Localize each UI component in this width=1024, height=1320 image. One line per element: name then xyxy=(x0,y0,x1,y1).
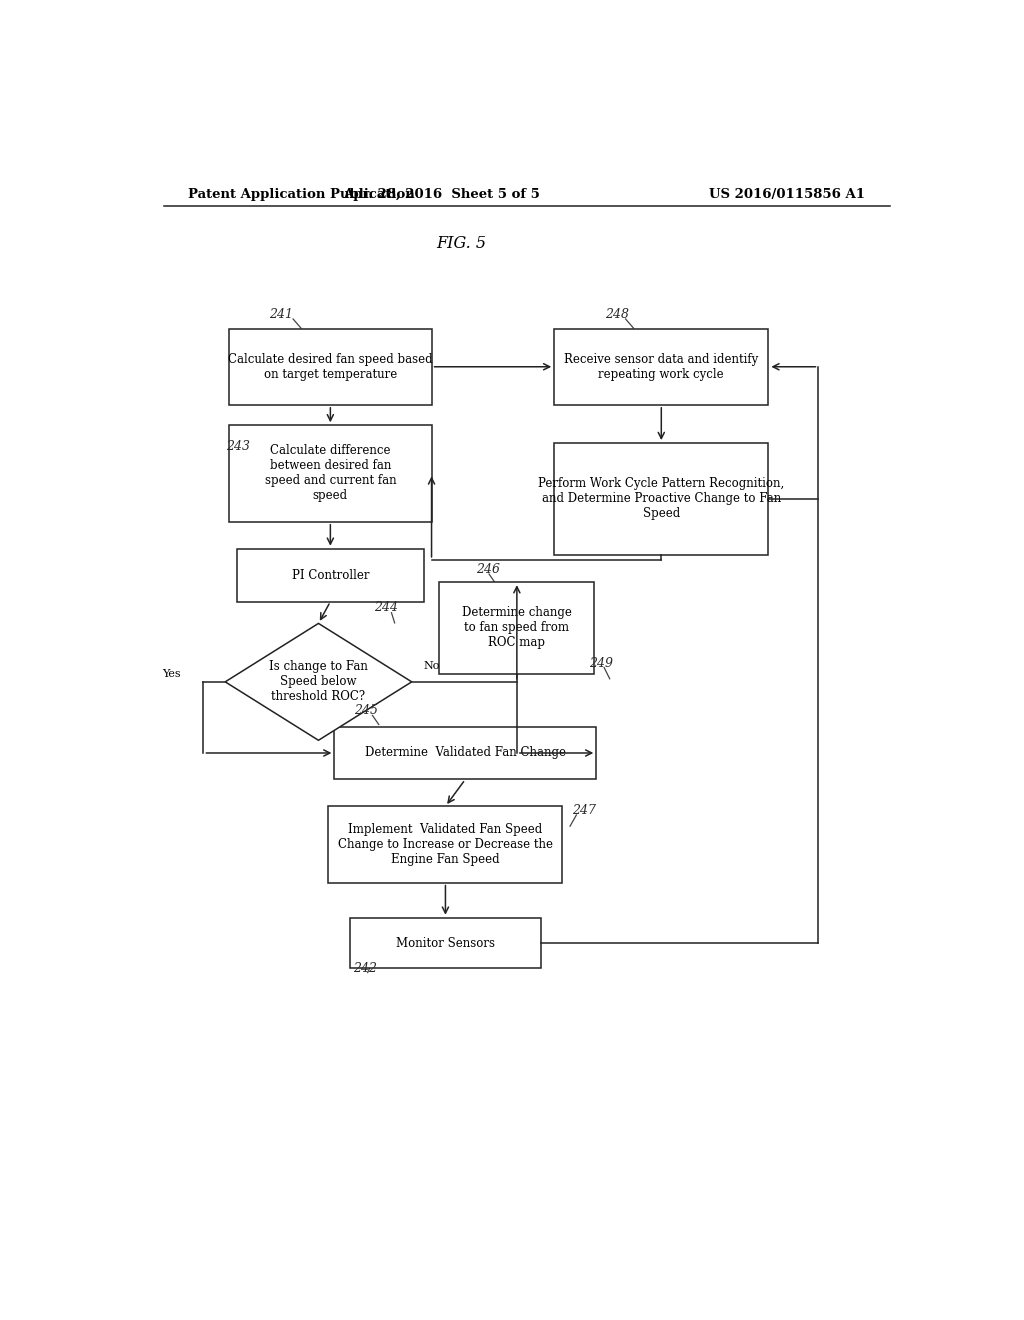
Text: 247: 247 xyxy=(571,804,596,817)
Text: Perform Work Cycle Pattern Recognition,
and Determine Proactive Change to Fan
Sp: Perform Work Cycle Pattern Recognition, … xyxy=(539,478,784,520)
Text: Patent Application Publication: Patent Application Publication xyxy=(187,189,415,202)
Text: Receive sensor data and identify
repeating work cycle: Receive sensor data and identify repeati… xyxy=(564,352,759,380)
Text: Is change to Fan
Speed below
threshold ROC?: Is change to Fan Speed below threshold R… xyxy=(269,660,368,704)
Text: 246: 246 xyxy=(475,564,500,576)
Bar xyxy=(238,549,424,602)
Text: Calculate difference
between desired fan
speed and current fan
speed: Calculate difference between desired fan… xyxy=(264,445,396,503)
Text: PI Controller: PI Controller xyxy=(292,569,369,582)
Text: No: No xyxy=(424,660,440,671)
Text: 249: 249 xyxy=(589,656,613,669)
Text: Apr. 28, 2016  Sheet 5 of 5: Apr. 28, 2016 Sheet 5 of 5 xyxy=(343,189,540,202)
Text: 241: 241 xyxy=(269,308,293,321)
Bar xyxy=(439,582,594,673)
Text: Yes: Yes xyxy=(162,669,181,678)
Bar xyxy=(554,329,768,405)
Text: Determine change
to fan speed from
ROC map: Determine change to fan speed from ROC m… xyxy=(462,606,571,649)
Bar xyxy=(350,917,541,969)
Bar xyxy=(229,329,431,405)
Text: US 2016/0115856 A1: US 2016/0115856 A1 xyxy=(709,189,864,202)
Text: 243: 243 xyxy=(226,440,251,453)
Text: 244: 244 xyxy=(374,601,398,614)
Text: Determine  Validated Fan Change: Determine Validated Fan Change xyxy=(365,747,566,759)
Bar xyxy=(554,444,768,554)
Polygon shape xyxy=(225,623,412,741)
Text: Monitor Sensors: Monitor Sensors xyxy=(396,937,495,949)
Text: Implement  Validated Fan Speed
Change to Increase or Decrease the
Engine Fan Spe: Implement Validated Fan Speed Change to … xyxy=(338,822,553,866)
Text: 242: 242 xyxy=(352,961,377,974)
Text: 245: 245 xyxy=(354,705,378,717)
Text: FIG. 5: FIG. 5 xyxy=(436,235,486,252)
Text: 248: 248 xyxy=(605,308,629,321)
Bar xyxy=(329,807,562,883)
Bar xyxy=(334,726,596,779)
Text: Calculate desired fan speed based
on target temperature: Calculate desired fan speed based on tar… xyxy=(228,352,433,380)
Bar xyxy=(229,425,431,521)
